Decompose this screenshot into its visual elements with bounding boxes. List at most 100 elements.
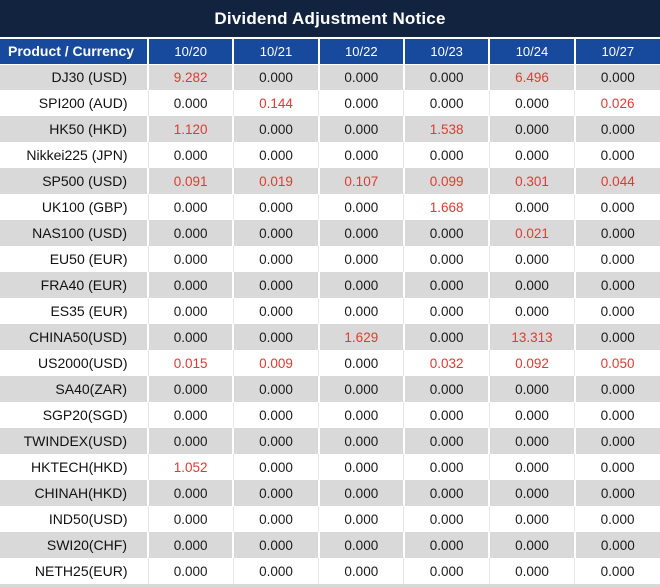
product-currency-header: Product / Currency	[0, 39, 149, 65]
dividend-value-cell: 0.000	[600, 537, 635, 553]
product-cell: ES35 (EUR)	[0, 298, 149, 324]
dividend-value-cell: 0.000	[403, 298, 490, 324]
dividend-value-cell: 0.000	[148, 298, 234, 324]
dividend-value-cell: 0.000	[318, 558, 405, 584]
dividend-value-cell: 0.000	[233, 220, 320, 246]
dividend-value-cell: 0.000	[148, 558, 234, 584]
dividend-value-cell: 0.000	[148, 220, 235, 246]
date-column-header: 10/21	[233, 39, 320, 65]
dividend-value-cell: 0.000	[489, 558, 576, 584]
table-row: FRA40 (EUR) 0.000 0.000 0.000 0.000 0.000 0.00…	[0, 272, 660, 298]
product-cell: TWINDEX(USD)	[0, 428, 149, 454]
dividend-value-cell: 0.000	[233, 454, 320, 480]
dividend-value-cell: 0.000	[403, 64, 491, 90]
table-row: ES35 (EUR) 0.000 0.000 0.000 0.000 0.000 0.000	[0, 298, 660, 324]
dividend-value-cell: 0.000	[403, 272, 491, 298]
product-cell: CHINA50(USD)	[0, 324, 149, 350]
table-row: NETH25(EUR) 0.000 0.000 0.000 0.000 0.000 0.00…	[0, 558, 660, 584]
dividend-value-cell: 0.000	[403, 558, 490, 584]
dividend-value-cell: 0.000	[318, 532, 405, 558]
dividend-value-cell: 0.000	[600, 303, 635, 319]
dividend-value-cell: 0.000	[489, 480, 576, 506]
dividend-value-cell: 0.000	[600, 485, 635, 501]
dividend-value-cell: 1.629	[318, 324, 405, 350]
dividend-value-cell: 0.000	[318, 480, 405, 506]
dividend-value-cell: 0.000	[489, 402, 576, 428]
dividend-value-cell: 0.107	[318, 168, 405, 194]
dividend-value-cell: 0.000	[233, 116, 320, 142]
dividend-value-cell: 0.000	[489, 298, 576, 324]
dividend-value-cell: 0.000	[600, 199, 635, 215]
dividend-value-cell: 0.000	[403, 428, 491, 454]
dividend-value-cell: 0.000	[403, 532, 491, 558]
dividend-value-cell: 0.000	[489, 246, 576, 272]
dividend-table: Product / Currency 10/20 10/21 10/22 10/23 1…	[0, 39, 660, 584]
product-cell: NAS100 (USD)	[0, 220, 149, 246]
dividend-value-cell: 0.000	[318, 90, 405, 116]
table-header-row: Product / Currency 10/20 10/21 10/22 10/23 1…	[0, 39, 660, 65]
dividend-value-cell: 0.050	[600, 355, 635, 371]
dividend-value-cell: 0.000	[233, 376, 320, 402]
dividend-value-cell: 0.000	[148, 428, 235, 454]
dividend-value-cell: 0.000	[403, 506, 490, 532]
dividend-value-cell: 0.019	[233, 168, 320, 194]
dividend-value-cell: 0.000	[318, 272, 405, 298]
table-row: SP500 (USD) 0.091 0.019 0.107 0.099 0.301 0.04…	[0, 168, 660, 194]
dividend-value-cell: 0.000	[600, 251, 635, 267]
dividend-value-cell: 0.009	[233, 350, 320, 376]
product-cell: IND50(USD)	[0, 506, 149, 532]
table-row: HK50 (HKD) 1.120 0.000 0.000 1.538 0.000 0.000	[0, 116, 660, 142]
bottom-edge-strip	[0, 584, 660, 587]
dividend-value-cell: 0.000	[489, 428, 576, 454]
date-column-header: 10/22	[318, 39, 405, 65]
dividend-value-cell: 0.000	[233, 298, 320, 324]
table-row: UK100 (GBP) 0.000 0.000 0.000 1.668 0.000 0.00…	[0, 194, 660, 220]
dividend-value-cell: 0.026	[600, 95, 635, 111]
dividend-value-cell: 0.000	[233, 558, 320, 584]
dividend-value-cell: 0.000	[600, 329, 635, 345]
dividend-value-cell: 13.313	[489, 324, 576, 350]
page-title: Dividend Adjustment Notice	[0, 0, 660, 37]
table-row: Nikkei225 (JPN) 0.000 0.000 0.000 0.000 0.000…	[0, 142, 660, 168]
table-row: US2000(USD) 0.015 0.009 0.000 0.032 0.092 0.05…	[0, 350, 660, 376]
dividend-value-cell: 0.000	[403, 220, 491, 246]
dividend-value-cell: 0.000	[489, 194, 576, 220]
dividend-value-cell: 1.052	[148, 454, 234, 480]
dividend-value-cell: 0.000	[318, 506, 405, 532]
dividend-value-cell: 0.000	[403, 324, 491, 350]
dividend-value-cell: 0.000	[600, 407, 635, 423]
dividend-value-cell: 0.000	[148, 376, 235, 402]
dividend-value-cell: 0.000	[233, 246, 320, 272]
dividend-value-cell: 0.000	[403, 376, 491, 402]
product-cell: EU50 (EUR)	[0, 246, 149, 272]
table-row: HKTECH(HKD) 1.052 0.000 0.000 0.000 0.000 0.00…	[0, 454, 660, 480]
dividend-value-cell: 0.000	[403, 402, 490, 428]
dividend-value-cell: 0.000	[233, 428, 320, 454]
table-row: SPI200 (AUD) 0.000 0.144 0.000 0.000 0.000 0.0…	[0, 90, 660, 116]
product-cell: SP500 (USD)	[0, 168, 149, 194]
dividend-value-cell: 0.000	[403, 246, 490, 272]
date-column-header: 10/27	[574, 39, 660, 65]
dividend-value-cell: 0.000	[600, 563, 635, 579]
dividend-value-cell: 0.000	[318, 350, 405, 376]
dividend-value-cell: 0.000	[148, 324, 235, 350]
dividend-value-cell: 0.000	[489, 506, 576, 532]
dividend-value-cell: 0.000	[233, 480, 320, 506]
product-cell: SWI20(CHF)	[0, 532, 149, 558]
dividend-value-cell: 0.000	[489, 116, 576, 142]
dividend-value-cell: 0.000	[318, 402, 405, 428]
dividend-value-cell: 0.301	[489, 168, 576, 194]
dividend-value-cell: 0.000	[489, 454, 576, 480]
dividend-value-cell: 0.000	[489, 142, 576, 168]
product-cell: DJ30 (USD)	[0, 64, 149, 90]
dividend-value-cell: 0.000	[600, 381, 635, 397]
dividend-value-cell: 0.000	[233, 324, 320, 350]
table-row: NAS100 (USD) 0.000 0.000 0.000 0.000 0.021 0.0…	[0, 220, 660, 246]
dividend-value-cell: 1.668	[403, 194, 490, 220]
dividend-value-cell: 0.000	[600, 433, 635, 449]
dividend-value-cell: 0.021	[489, 220, 576, 246]
dividend-value-cell: 0.000	[318, 194, 405, 220]
dividend-value-cell: 0.000	[148, 246, 234, 272]
dividend-value-cell: 0.091	[148, 168, 235, 194]
